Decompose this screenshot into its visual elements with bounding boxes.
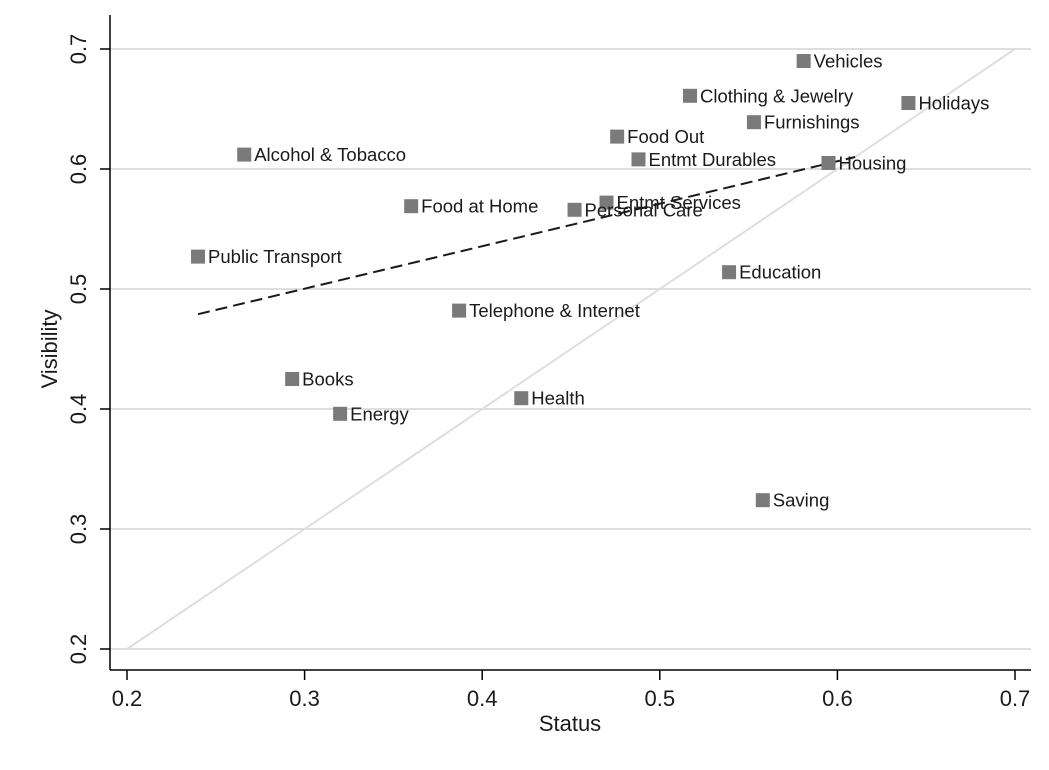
point-marker [631,152,646,167]
point-label: Education [739,262,821,283]
point-label: Entmt Services [617,192,741,213]
point-marker [514,391,529,406]
point-marker [237,147,252,162]
point-label: Vehicles [814,51,883,72]
data-point: Education [722,262,821,283]
point-marker [191,249,206,264]
point-label: Telephone & Internet [469,300,640,321]
point-marker [755,493,770,508]
y-axis-title: Visibility [37,309,62,388]
y-tick-label: 0.5 [66,274,91,305]
point-label: Housing [839,153,907,174]
data-point: Vehicles [796,51,883,72]
x-tick-label: 0.3 [289,686,320,711]
data-point: Health [514,388,585,409]
point-marker [567,202,582,217]
point-label: Personal Care [585,199,703,220]
y-tick-label: 0.3 [66,514,91,545]
data-point: Holidays [901,93,989,114]
point-label: Alcohol & Tobacco [254,144,406,165]
x-tick-label: 0.2 [112,686,143,711]
data-point: Books [285,369,354,390]
tick-labels: 0.2 0.3 0.4 0.5 0.6 0.7 0.2 0.3 0.4 0.5 0.6 0.7 [66,34,1030,711]
point-marker [682,88,697,103]
fit-line-layer [197,156,856,316]
point-label: Furnishings [764,112,860,133]
point-marker [796,54,811,68]
data-point: Saving [755,490,830,511]
grid-lines [110,48,1031,650]
x-tick-label: 0.5 [645,686,676,711]
point-label: Holidays [918,93,989,114]
point-marker [722,265,737,280]
data-point: Furnishings [746,112,860,133]
data-point: Housing [821,153,907,174]
point-marker [746,115,761,130]
data-point: Energy [333,403,409,424]
point-label: Saving [773,490,830,511]
point-label: Energy [350,403,409,424]
data-point: Telephone & Internet [452,300,640,321]
y-tick-label: 0.2 [66,634,91,665]
y-tick-label: 0.7 [66,34,91,65]
point-label: Books [302,369,353,390]
fit-line [197,156,856,316]
point-marker [452,303,467,318]
data-point: Public Transport [191,246,342,267]
data-point: Entmt Services [599,192,741,213]
y-tick-label: 0.6 [66,154,91,185]
point-label: Health [531,388,584,409]
reference-line-layer [126,48,1016,650]
data-point: Clothing & Jewelry [682,85,854,106]
point-marker [599,195,614,210]
data-point: Personal Care [567,199,703,220]
point-marker [821,156,836,170]
point-label: Entmt Durables [648,149,776,170]
point-label: Clothing & Jewelry [700,85,854,106]
axes [100,15,1031,680]
point-marker [901,96,916,110]
y-tick-label: 0.4 [66,394,91,425]
data-point: Alcohol & Tobacco [237,144,406,165]
point-marker [404,199,419,214]
point-marker [610,129,625,144]
point-label: Food Out [627,126,704,147]
x-tick-label: 0.6 [822,686,853,711]
data-point: Food Out [610,126,704,147]
x-axis-title: Status [539,711,601,736]
data-point: Entmt Durables [631,149,776,170]
x-tick-label: 0.7 [1000,686,1031,711]
data-point: Food at Home [404,196,538,217]
data-points: Vehicles Clothing & Jewelry Holidays Furnis… [191,51,989,511]
reference-line [126,48,1016,650]
point-marker [333,406,348,421]
point-label: Food at Home [421,196,538,217]
x-tick-label: 0.4 [467,686,498,711]
point-marker [285,372,300,386]
point-label: Public Transport [208,246,342,267]
